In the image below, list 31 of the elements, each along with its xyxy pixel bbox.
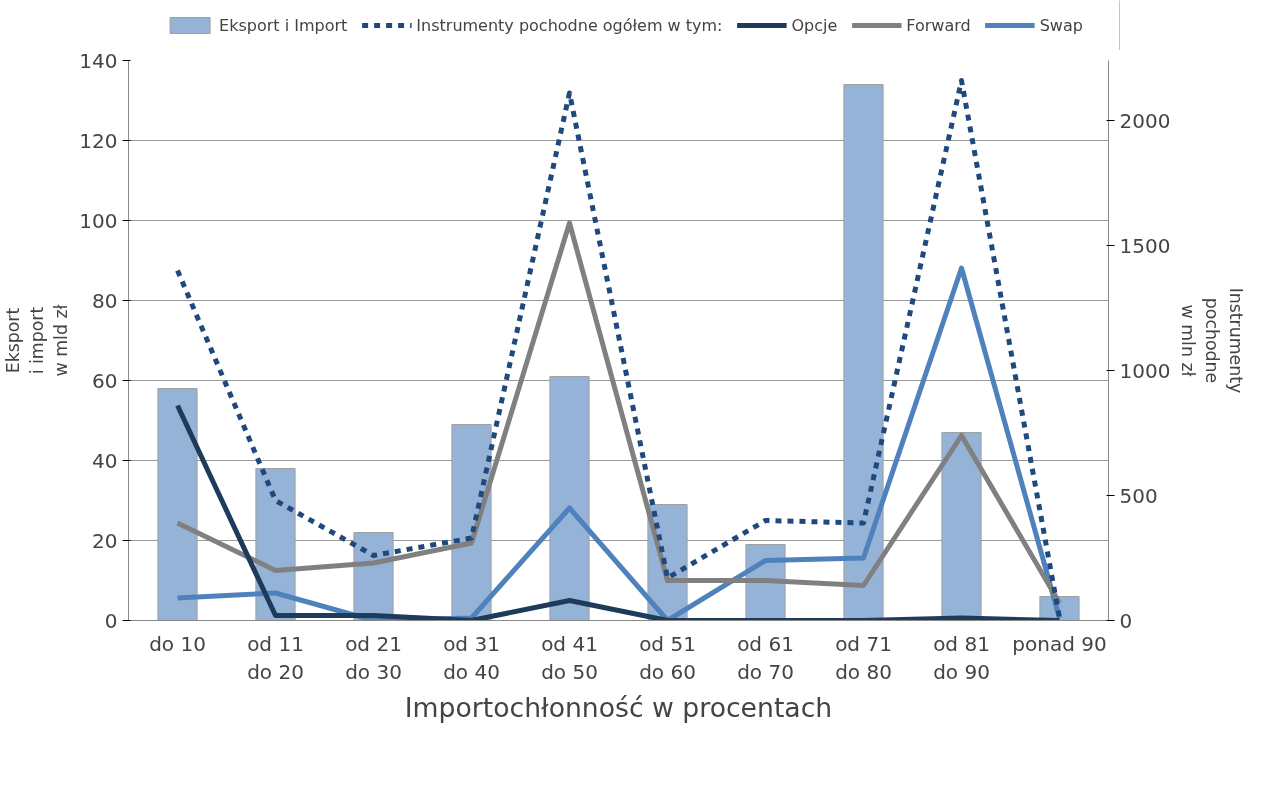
legend-label: Swap (1039, 15, 1083, 35)
y-tick-label: 40 (92, 448, 118, 473)
y-tick-label: 60 (92, 368, 118, 393)
y-tick-label: 0 (104, 608, 118, 633)
legend-label: Opcje (791, 15, 838, 35)
y-tick-label: 20 (92, 528, 118, 553)
x-tick-label: od 41 do 50 (541, 631, 598, 685)
y2-axis-title: Instrumenty pochodne w mln zł (1178, 287, 1247, 394)
x-tick-label: od 31 do 40 (443, 631, 500, 685)
x-tick-label: od 51 do 60 (639, 631, 696, 685)
x-tick-label: ponad 90 (1012, 631, 1107, 656)
y2-tick-label: 1500 (1119, 233, 1171, 258)
legend-label: Forward (906, 15, 971, 35)
legend-label: Eksport i Import (219, 15, 348, 35)
y2-tick-label: 0 (1119, 608, 1133, 633)
y-tick-label: 80 (92, 288, 118, 313)
y2-tick-label: 2000 (1119, 108, 1171, 133)
y2-tick-label: 500 (1119, 483, 1158, 508)
x-tick-label: od 61 do 70 (737, 631, 794, 685)
x-tick-label: od 81 do 90 (933, 631, 990, 685)
y-tick-label: 120 (79, 128, 118, 153)
x-tick-label: od 11 do 20 (247, 631, 304, 685)
y-tick-label: 140 (79, 48, 118, 73)
x-axis-title: Importochłonność w procentach (404, 692, 833, 724)
x-tick-label: od 21 do 30 (345, 631, 402, 685)
legend-label: Instrumenty pochodne ogółem w tym: (416, 15, 723, 35)
x-tick-label: od 71 do 80 (835, 631, 892, 685)
y-axis-title: Eksport i import w mld zł (3, 304, 72, 377)
x-tick-label: do 10 (149, 631, 206, 656)
y-tick-label: 100 (79, 208, 118, 233)
y2-tick-label: 1000 (1119, 358, 1171, 383)
